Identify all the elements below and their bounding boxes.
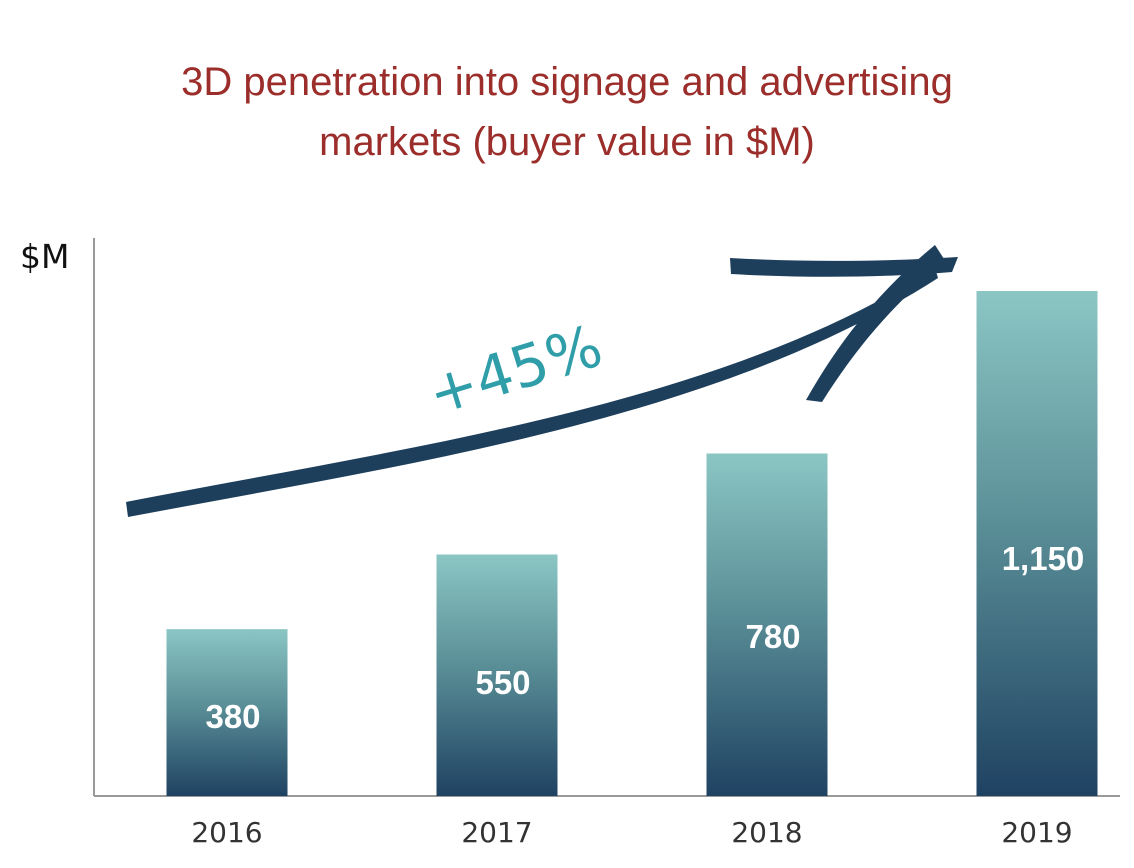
bar-2018 [706, 453, 828, 796]
chart-title: 3D penetration into signage and advertis… [0, 52, 1134, 172]
bar-2019 [976, 291, 1098, 796]
data-labels: 380 550 780 1,150 [205, 540, 1084, 735]
chart-title-line-2: markets (buyer value in $M) [319, 120, 815, 164]
bar-2017 [436, 554, 558, 796]
y-axis-label: $M [20, 237, 69, 276]
chart-title-line-1: 3D penetration into signage and advertis… [181, 60, 953, 104]
growth-arrow-shaft [126, 268, 938, 517]
bar-2016 [166, 629, 288, 796]
data-label-2019: 1,150 [1002, 540, 1085, 577]
x-tick-2019: 2019 [1001, 816, 1072, 849]
x-tick-labels: 2016 2017 2018 2019 [191, 816, 1072, 849]
growth-arrow-head-top [730, 257, 958, 277]
bars-group [166, 291, 1098, 796]
data-label-2016: 380 [205, 698, 260, 735]
data-label-2017: 550 [475, 664, 530, 701]
x-tick-2017: 2017 [461, 816, 532, 849]
data-label-2018: 780 [745, 618, 800, 655]
growth-arrow: +45% [126, 245, 958, 517]
x-tick-2016: 2016 [191, 816, 262, 849]
x-tick-2018: 2018 [731, 816, 802, 849]
growth-arrow-head-bottom [806, 245, 946, 402]
